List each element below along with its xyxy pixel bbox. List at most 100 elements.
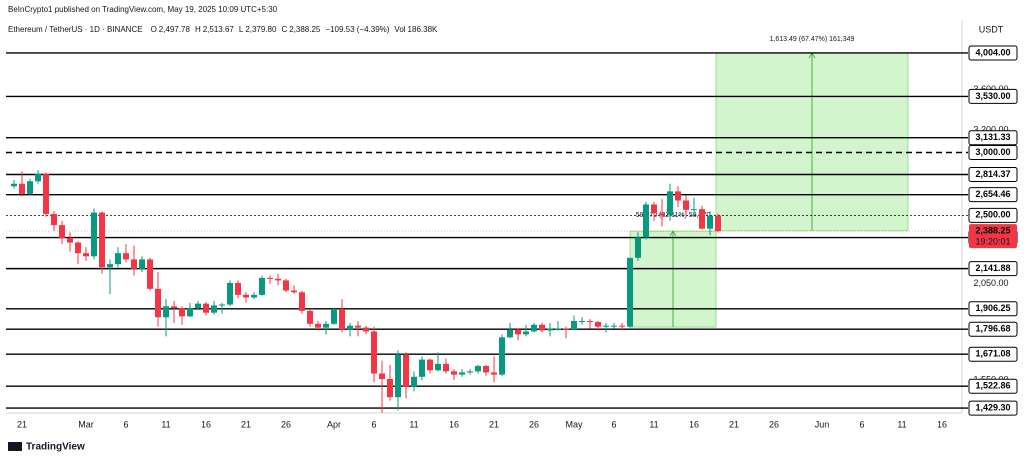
candle-body [603, 325, 609, 327]
countdown: 19:20:01 [975, 236, 1010, 246]
logo-mark [8, 442, 22, 451]
candle-body [235, 282, 241, 295]
candle-body [379, 373, 385, 380]
legend-value: 2,379.80 [245, 25, 277, 34]
candle-body [307, 310, 313, 324]
candle-body [267, 277, 273, 279]
candle-body [667, 191, 673, 216]
candle-body [595, 321, 601, 327]
candle-body [59, 225, 65, 239]
currency: USDT [979, 24, 1004, 34]
level-label: 4,004.00 [975, 47, 1010, 57]
candle-body [283, 280, 289, 291]
candle-body [555, 328, 561, 330]
level-label-box [968, 261, 1018, 277]
candle-body [539, 324, 545, 331]
candle-body [683, 200, 689, 210]
level-label-box [968, 378, 1018, 394]
candle-body [475, 365, 481, 372]
candle-body [371, 331, 377, 374]
candle-body [547, 328, 553, 331]
y-tick-label: 2,050.00 [973, 278, 1008, 288]
candle-body [651, 204, 657, 214]
candle-body [299, 292, 305, 311]
x-tick-label: 6 [611, 419, 616, 429]
level-label: 3,131.33 [975, 132, 1010, 142]
x-tick-label: 21 [729, 419, 739, 429]
x-tick-label: Apr [327, 419, 341, 429]
x-tick-label: 6 [859, 419, 864, 429]
level-label: 2,500.00 [975, 210, 1010, 220]
candle-body [387, 379, 393, 398]
x-tick-label: 26 [281, 419, 291, 429]
candle-body [675, 191, 681, 201]
candle-body [443, 363, 449, 372]
candle-body [691, 209, 697, 211]
legend-value: 2,497.78 [159, 25, 191, 34]
y-tick-label: 3,200.00 [973, 125, 1008, 135]
candle-body [315, 323, 321, 328]
candle-body [291, 290, 297, 293]
candle-body [427, 359, 433, 371]
candle-body [363, 327, 369, 332]
range-label: 1,613.49 (67.47%) 161,349 [770, 36, 855, 43]
candle-body [35, 173, 41, 182]
candle-body [187, 308, 193, 317]
candle-body [531, 324, 537, 332]
candle-body [515, 329, 521, 335]
legend-key: C [281, 25, 287, 34]
candle-body [107, 264, 113, 268]
candle-body [251, 294, 257, 298]
level-label: 1,429.30 [975, 402, 1010, 412]
candle-body [699, 209, 705, 229]
candle-body [11, 183, 17, 187]
x-tick-label: 21 [17, 419, 27, 429]
level-label-box [968, 187, 1018, 203]
x-tick-label: Jun [815, 419, 830, 429]
candle-body [347, 325, 353, 330]
candle-body [115, 253, 121, 265]
level-label-box [968, 144, 1018, 160]
candle-body [227, 282, 233, 305]
candle-body [259, 277, 265, 295]
candle-body [275, 278, 281, 281]
candle-body [131, 259, 137, 269]
level-label: 2,814.37 [975, 169, 1010, 179]
candle-body [195, 303, 201, 309]
footer-logo: TradingView [8, 442, 85, 453]
candle-body [627, 257, 633, 327]
footer-text: TradingView [26, 442, 85, 453]
level-label-box [968, 400, 1018, 416]
candle-body [339, 309, 345, 330]
candle-body [587, 321, 593, 323]
legend-key: L [239, 25, 244, 34]
x-tick-label: 11 [161, 419, 170, 429]
candle-body [571, 321, 577, 330]
candle-body [123, 253, 129, 260]
candle-body [467, 371, 473, 373]
x-tick-label: 16 [689, 419, 699, 429]
level-label: 2,141.88 [975, 263, 1010, 273]
candle-body [19, 183, 25, 194]
candle-body [67, 238, 73, 243]
level-label-box [968, 207, 1018, 223]
level-label-box [968, 45, 1018, 61]
range-label: 580.70 (32.11%) 58,070 [636, 212, 711, 219]
candle-body [155, 288, 161, 318]
level-label-box [968, 301, 1018, 317]
candle-body [219, 304, 225, 306]
level-label-box [968, 88, 1018, 104]
last-price-box [969, 224, 1017, 249]
x-tick-label: 16 [201, 419, 211, 429]
candle-body [483, 365, 489, 373]
candle-body [203, 303, 209, 313]
x-tick-label: 11 [649, 419, 658, 429]
candle-body [643, 204, 649, 238]
legend-key: O [151, 25, 157, 34]
candle-body [323, 323, 329, 328]
x-tick-label: 6 [371, 419, 376, 429]
candle-body [507, 329, 513, 338]
candle-body [579, 321, 585, 323]
candle-body [139, 259, 145, 269]
